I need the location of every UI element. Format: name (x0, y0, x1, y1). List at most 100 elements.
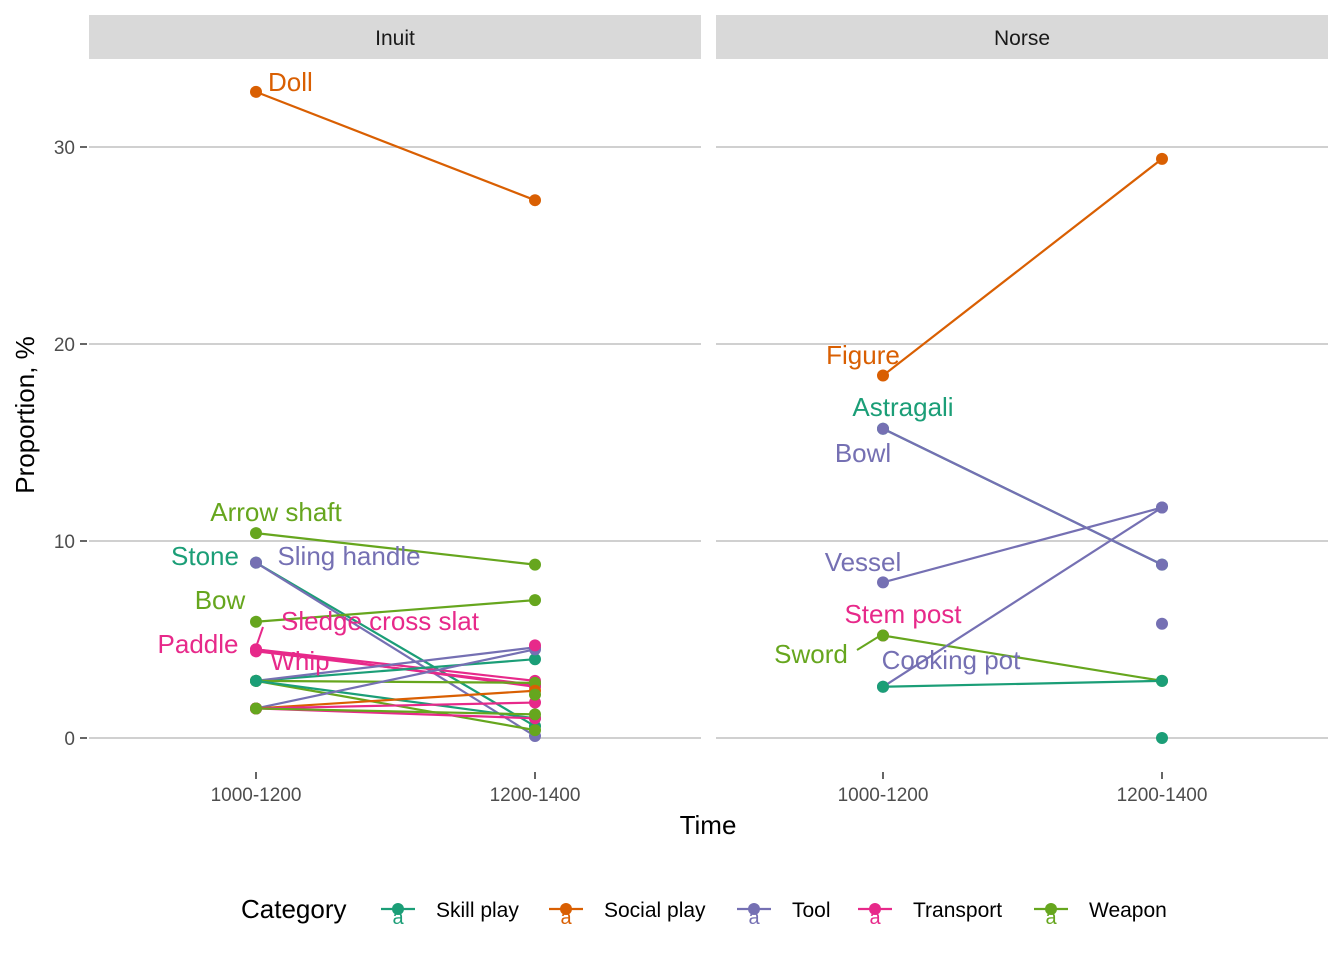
x-tick-label: 1000-1200 (211, 785, 302, 806)
data-point (1156, 617, 1168, 630)
series-line (255, 561, 536, 737)
legend-label: Skill play (436, 899, 519, 922)
legend-label: Tool (792, 899, 831, 922)
data-point (877, 369, 889, 382)
data-point (529, 639, 541, 652)
data-point (250, 645, 262, 658)
data-point (1156, 674, 1168, 687)
legend-key-point (748, 903, 760, 915)
data-point (529, 724, 541, 737)
data-point (877, 422, 889, 435)
label-leader (254, 626, 264, 651)
series-line (255, 679, 536, 684)
y-tick-label: 20 (54, 335, 75, 356)
data-point (877, 576, 889, 589)
data-point (1156, 501, 1168, 514)
legend-key-point (560, 903, 572, 915)
data-label: Sling handle (277, 541, 420, 571)
data-point (529, 594, 541, 607)
data-point (250, 702, 262, 715)
data-point (529, 708, 541, 721)
data-label: Sword (774, 639, 848, 669)
legend-key-glyph: a (392, 907, 404, 929)
panel-inuit: Inuit 0 10 20 30 1000-1200 1200-1400 Doll Arrow … (54, 15, 701, 806)
data-point (529, 653, 541, 666)
series-line (255, 707, 536, 716)
legend-item: a Social play (549, 899, 706, 929)
series-line (255, 701, 536, 710)
data-label: Stone (171, 541, 239, 571)
data-label: Whip (270, 646, 329, 676)
series-line (882, 157, 1163, 377)
series-line (255, 658, 536, 682)
y-tick-label: 30 (54, 138, 75, 159)
x-tick-label: 1000-1200 (838, 785, 929, 806)
legend-label: Weapon (1089, 899, 1167, 922)
data-label: Paddle (158, 629, 239, 659)
x-tick-label: 1200-1400 (490, 785, 581, 806)
legend-key-glyph: a (869, 907, 881, 929)
legend-label: Transport (913, 899, 1002, 922)
data-label: Doll (268, 67, 313, 97)
data-label: Vessel (825, 547, 902, 577)
facet-strip (716, 15, 1328, 59)
series-line (882, 679, 1163, 688)
data-label: Bow (195, 585, 246, 615)
series-line (882, 427, 1163, 566)
data-label: Astragali (852, 392, 953, 422)
panel-norse: Norse 1000-1200 1200-1400 Figure Astragali Bo… (716, 15, 1328, 806)
legend-item: a Tool (737, 899, 831, 929)
data-point (529, 558, 541, 571)
series-line (255, 561, 536, 728)
facet-strip (89, 15, 701, 59)
x-tick-label: 1200-1400 (1117, 785, 1208, 806)
series-line (255, 532, 536, 566)
legend-label: Social play (604, 899, 706, 922)
data-point (877, 680, 889, 693)
y-axis-title: Proportion, % (10, 336, 40, 494)
data-point (1156, 558, 1168, 571)
facet-strip-label: Norse (994, 27, 1050, 50)
facet-strip-label: Inuit (375, 27, 415, 50)
data-point (250, 615, 262, 628)
legend-key-point (1045, 903, 1057, 915)
series-line (255, 648, 536, 710)
legend-item: a Transport (858, 899, 1002, 929)
y-tick-label: 10 (54, 532, 75, 553)
legend: Category a Skill play a Social play a Tool a Tr… (241, 894, 1167, 929)
data-label: Stem post (844, 599, 962, 629)
data-point (529, 688, 541, 701)
data-point (250, 527, 262, 540)
legend-title: Category (241, 894, 347, 924)
data-point (529, 194, 541, 207)
data-point (250, 674, 262, 687)
data-point (250, 85, 262, 98)
legend-key-glyph: a (1045, 907, 1057, 929)
data-point (1156, 732, 1168, 744)
series-line (255, 599, 536, 623)
series-line (882, 506, 1163, 688)
legend-key-point (392, 903, 404, 915)
data-label: Figure (826, 340, 900, 370)
data-label: Arrow shaft (210, 497, 342, 527)
series-line (882, 506, 1163, 584)
y-tick-label: 0 (64, 729, 75, 750)
data-point (1156, 152, 1168, 165)
data-label: Bowl (835, 438, 891, 468)
legend-item: a Skill play (381, 899, 519, 929)
data-point (250, 556, 262, 569)
data-point (877, 629, 889, 642)
legend-item: a Weapon (1034, 899, 1167, 929)
series-line (255, 90, 536, 202)
label-leader (856, 636, 879, 651)
series-line (255, 689, 536, 710)
series-line (255, 650, 536, 686)
x-axis-title: Time (680, 810, 737, 840)
legend-key-glyph: a (748, 907, 760, 929)
legend-key-glyph: a (560, 907, 572, 929)
data-label: Cooking pot (882, 645, 1022, 675)
series-line (255, 646, 536, 682)
data-label: Sledge cross slat (281, 606, 480, 636)
